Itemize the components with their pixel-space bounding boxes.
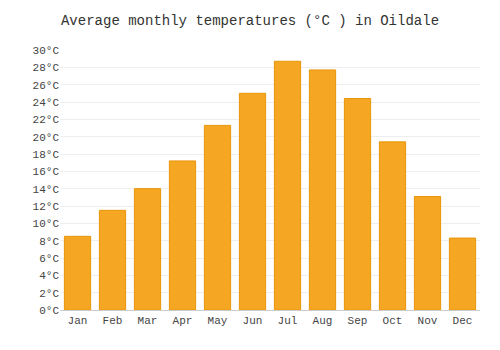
svg-text:Apr: Apr	[173, 315, 193, 327]
svg-text:Jul: Jul	[278, 315, 298, 327]
svg-text:Jan: Jan	[68, 315, 88, 327]
svg-text:Dec: Dec	[453, 315, 473, 327]
svg-text:6°C: 6°C	[39, 253, 59, 265]
svg-text:Oct: Oct	[383, 315, 403, 327]
svg-text:Nov: Nov	[418, 315, 438, 327]
svg-text:Sep: Sep	[348, 315, 368, 327]
svg-text:Mar: Mar	[138, 315, 158, 327]
svg-text:Feb: Feb	[103, 315, 123, 327]
svg-text:24°C: 24°C	[33, 97, 60, 109]
svg-text:10°C: 10°C	[33, 218, 60, 230]
svg-text:2°C: 2°C	[39, 288, 59, 300]
svg-text:16°C: 16°C	[33, 166, 60, 178]
svg-text:18°C: 18°C	[33, 149, 60, 161]
svg-text:26°C: 26°C	[33, 80, 60, 92]
svg-text:0°C: 0°C	[39, 305, 59, 317]
svg-text:20°C: 20°C	[33, 132, 60, 144]
svg-text:28°C: 28°C	[33, 62, 60, 74]
svg-text:May: May	[208, 315, 228, 327]
svg-text:4°C: 4°C	[39, 270, 59, 282]
svg-text:8°C: 8°C	[39, 236, 59, 248]
svg-text:14°C: 14°C	[33, 184, 60, 196]
svg-text:30°C: 30°C	[33, 45, 60, 57]
svg-text:12°C: 12°C	[33, 201, 60, 213]
svg-text:22°C: 22°C	[33, 114, 60, 126]
svg-text:Jun: Jun	[243, 315, 263, 327]
svg-text:Average monthly temperatures (: Average monthly temperatures (°C ) in Oi…	[61, 13, 439, 29]
svg-text:Aug: Aug	[313, 315, 333, 327]
